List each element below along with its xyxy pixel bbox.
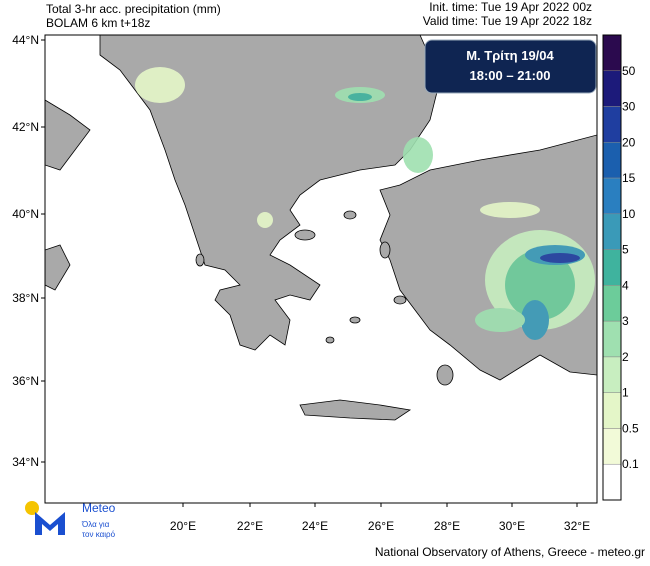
lat-label: 38°N [12, 291, 39, 305]
lon-label: 24°E [302, 519, 328, 533]
crete [299, 399, 412, 421]
colorbar-box [602, 392, 622, 429]
precip [505, 250, 575, 320]
precip [521, 300, 549, 340]
colorbar-box [602, 177, 622, 215]
precip [480, 202, 540, 218]
precip [540, 253, 580, 263]
colorbar-box [602, 320, 622, 358]
colorbar-label: 15 [622, 171, 636, 185]
colorbar-box [602, 356, 622, 393]
lat-label: 44°N [12, 33, 39, 47]
island [294, 229, 316, 241]
colorbar-box [602, 428, 622, 465]
colorbar-box [602, 106, 622, 143]
info-hours: 18:00 – 21:00 [470, 68, 551, 83]
logo-tagline: τον καιρό [82, 530, 116, 539]
colorbar-box [602, 249, 622, 286]
init-time: Init. time: Tue 19 Apr 2022 00z [429, 0, 592, 14]
island [343, 210, 357, 220]
subtitle: BOLAM 6 km t+18z [46, 16, 150, 30]
info-day: Μ. Τρίτη 19/04 [466, 48, 554, 63]
lon-label: 20°E [170, 519, 196, 533]
island [325, 336, 335, 344]
lon-label: 30°E [499, 519, 525, 533]
island [195, 253, 205, 267]
colorbar-label: 4 [622, 278, 629, 292]
island [436, 364, 454, 386]
precip [403, 137, 433, 173]
precip [135, 67, 185, 103]
colorbar-frame [602, 34, 622, 501]
map [45, 35, 597, 503]
footer: National Observatory of Athens, Greece -… [375, 545, 645, 559]
logo-sun [25, 501, 39, 515]
colorbar-box [602, 142, 622, 179]
island [349, 316, 361, 324]
colorbar-label: 0.5 [622, 421, 639, 435]
colorbar-label: 50 [622, 64, 636, 78]
lat-label: 36°N [12, 374, 39, 388]
lon-label: 28°E [434, 519, 460, 533]
colorbar-label: 5 [622, 243, 629, 257]
map-frame [44, 34, 598, 504]
info-box [424, 39, 597, 94]
island [393, 295, 407, 305]
logo-m [35, 512, 65, 535]
colorbar-label: 1 [622, 386, 629, 400]
colorbar-label: 20 [622, 135, 636, 149]
colorbar-box [602, 34, 622, 72]
lon-label: 22°E [237, 519, 263, 533]
lat-label: 42°N [12, 120, 39, 134]
colorbar-label: 0.1 [622, 457, 639, 471]
colorbar-label: 10 [622, 207, 636, 221]
precip [257, 212, 273, 228]
precip [348, 93, 372, 101]
valid-time: Valid time: Tue 19 Apr 2022 18z [423, 14, 592, 28]
calabria-land [45, 244, 71, 291]
lat-label: 40°N [12, 207, 39, 221]
lon-label: 26°E [368, 519, 394, 533]
island [379, 241, 391, 259]
colorbar-label: 3 [622, 314, 629, 328]
axes: 44°N 42°N 40°N 38°N 36°N 34°N 20°E 22°E 24°E 26°E… [12, 33, 590, 533]
colorbar-box [602, 463, 622, 501]
lon-label: 32°E [564, 519, 590, 533]
colorbar-box [602, 285, 622, 322]
title: Total 3-hr acc. precipitation (mm) [46, 2, 221, 16]
colorbar-label: 2 [622, 350, 629, 364]
lat-label: 34°N [12, 455, 39, 469]
colorbar-box [602, 70, 622, 107]
italy-land [45, 99, 91, 171]
colorbar-label: 30 [622, 100, 636, 114]
balkans-land [99, 35, 441, 351]
colorbar-box [602, 213, 622, 250]
logo-name: Meteo [82, 501, 116, 515]
logo-tagline: Όλα για [81, 520, 110, 529]
colorbar: 50 30 20 15 10 5 4 3 2 1 0.5 0.1 [602, 34, 639, 501]
precip [475, 308, 525, 332]
